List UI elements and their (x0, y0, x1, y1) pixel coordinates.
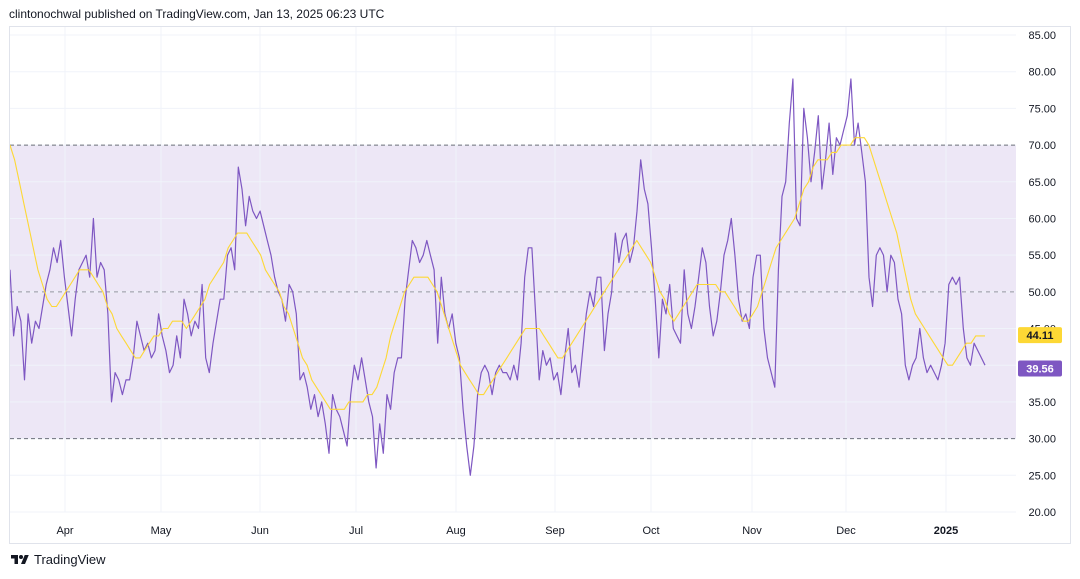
x-tick-label: Aug (446, 525, 466, 537)
x-tick-label: Oct (642, 525, 659, 537)
y-tick-label: 75.00 (1028, 103, 1056, 115)
footer-brand: TradingView (34, 552, 106, 567)
rsi-last-value-label: 39.56 (1026, 363, 1054, 375)
y-tick-label: 30.00 (1028, 434, 1056, 446)
ma-last-value-badge (1018, 327, 1062, 344)
publish-header: clintonochwal published on TradingView.c… (9, 7, 385, 21)
x-tick-label: Apr (56, 525, 73, 537)
tradingview-logo-icon (11, 554, 29, 564)
rsi-chart[interactable]: 20.0025.0030.0035.0040.0045.0050.0055.00… (10, 27, 1070, 543)
ma-last-value-label: 44.11 (1027, 330, 1054, 342)
x-tick-label: Sep (545, 525, 565, 537)
x-tick-label: May (151, 525, 172, 537)
x-tick-label: Dec (836, 525, 856, 537)
x-tick-label: Jul (349, 525, 363, 537)
y-tick-label: 65.00 (1028, 177, 1056, 189)
rsi-last-value-badge (1018, 360, 1062, 377)
y-tick-label: 60.00 (1028, 213, 1056, 225)
x-tick-label: Nov (742, 525, 762, 537)
y-tick-label: 35.00 (1028, 397, 1056, 409)
chart-frame[interactable]: 20.0025.0030.0035.0040.0045.0050.0055.00… (9, 26, 1071, 544)
rsi-series-line (10, 78, 986, 476)
ma-series-line (10, 137, 985, 410)
y-tick-label: 85.00 (1028, 30, 1056, 42)
x-tick-label: Jun (251, 525, 269, 537)
y-tick-label: 25.00 (1028, 470, 1056, 482)
y-tick-label: 80.00 (1028, 67, 1056, 79)
x-tick-label: 2025 (934, 525, 958, 537)
y-tick-label: 70.00 (1028, 140, 1056, 152)
y-tick-label: 50.00 (1028, 287, 1056, 299)
y-tick-label: 55.00 (1028, 250, 1056, 262)
tradingview-footer: TradingView (10, 552, 106, 567)
y-tick-label: 20.00 (1028, 507, 1056, 519)
